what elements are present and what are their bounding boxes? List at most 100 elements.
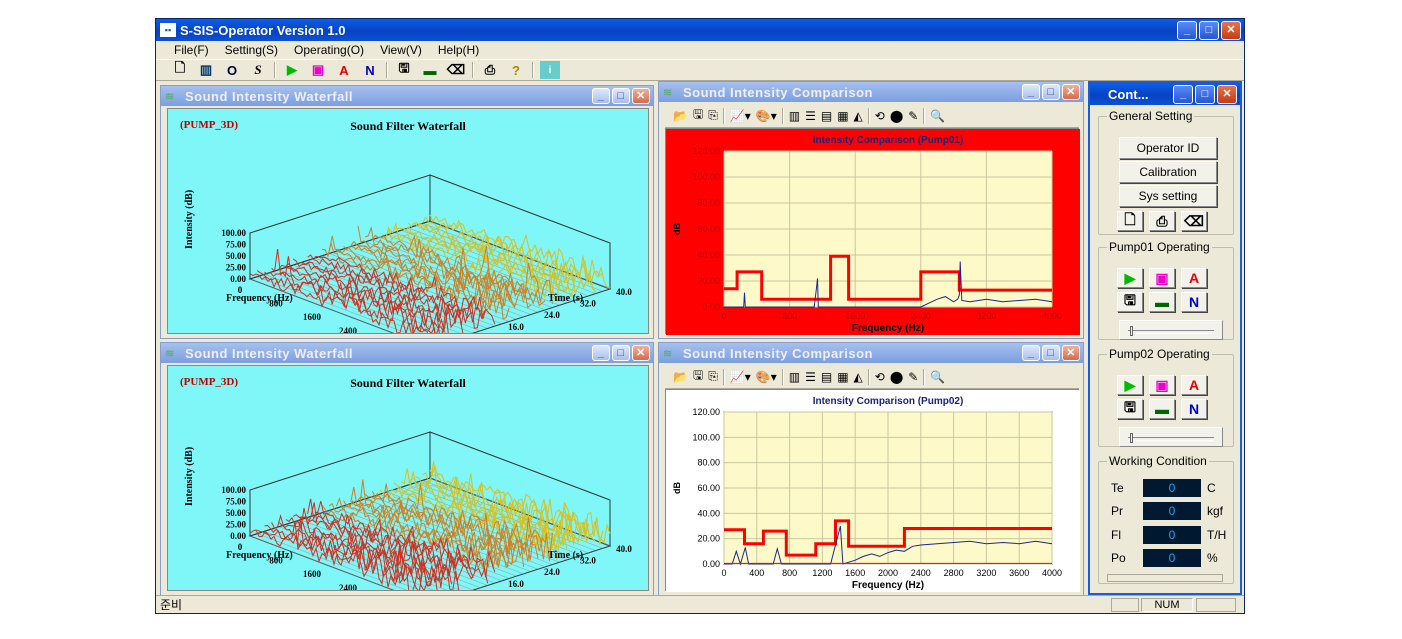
data-grid-icon[interactable]: ▦ <box>837 369 849 384</box>
pump02-slider[interactable] <box>1119 427 1223 447</box>
minimize-button[interactable]: _ <box>1177 20 1197 40</box>
menu-setting[interactable]: Setting(S) <box>224 43 279 57</box>
waterfall-title-bar[interactable]: ≋ Sound Intensity Waterfall _ □ ✕ <box>161 86 653 106</box>
menu-help[interactable]: Help(H) <box>437 43 480 57</box>
search-icon[interactable]: 🔍 <box>930 369 946 384</box>
rotate-icon[interactable]: ⟲ <box>874 369 885 384</box>
menu-view[interactable]: View(V) <box>380 43 422 57</box>
legend-icon[interactable]: ▤ <box>820 108 833 123</box>
pump02-n-button[interactable]: N <box>1181 399 1207 419</box>
menu-file[interactable]: File(F) <box>174 43 209 57</box>
open-icon[interactable]: 📂 <box>673 369 688 384</box>
open-icon[interactable]: 📂 <box>673 108 688 123</box>
sys-setting-button[interactable]: Sys setting <box>1119 185 1217 207</box>
maximize-button[interactable]: □ <box>612 88 630 104</box>
close-button[interactable]: ✕ <box>632 345 650 361</box>
slider-thumb[interactable] <box>1130 326 1133 336</box>
close-button[interactable]: ✕ <box>1062 345 1080 361</box>
analyze-a-button[interactable]: A <box>339 62 349 78</box>
pump02-save-icon[interactable]: 🖫 <box>1117 399 1143 419</box>
minimize-button[interactable]: _ <box>592 345 610 361</box>
minimize-button[interactable]: _ <box>1022 345 1040 361</box>
maximize-button[interactable]: □ <box>1042 345 1060 361</box>
print-icon[interactable]: ⎙ <box>1149 211 1175 231</box>
gallery-icon[interactable]: 📈▾ <box>729 369 751 384</box>
minimize-button[interactable]: _ <box>1173 84 1193 104</box>
data-grid-icon[interactable]: ▦ <box>837 108 849 123</box>
comparison-title-bar[interactable]: ≋ Sound Intensity Comparison _ □ ✕ <box>659 343 1083 363</box>
rotate-icon[interactable]: ⟲ <box>874 108 885 123</box>
copy-icon[interactable]: ⎘ <box>708 108 718 122</box>
po-value: 0 <box>1143 549 1201 567</box>
pump01-a-button[interactable]: A <box>1181 268 1207 288</box>
waterfall-baseline <box>343 505 524 575</box>
close-button[interactable]: ✕ <box>1217 84 1237 104</box>
pump01-slider[interactable] <box>1119 320 1223 340</box>
minimize-button[interactable]: _ <box>1022 84 1040 100</box>
setting-s-button[interactable]: S <box>254 62 262 77</box>
pump01-stop-icon[interactable]: ▣ <box>1149 268 1175 288</box>
legend-icon[interactable]: ▤ <box>820 369 833 384</box>
comparison-title-bar[interactable]: ≋ Sound Intensity Comparison _ □ ✕ <box>659 82 1083 102</box>
eraser-icon[interactable]: ⌫ <box>1181 211 1207 231</box>
te-label: Te <box>1111 481 1124 495</box>
print-icon[interactable]: ⎙ <box>484 62 496 77</box>
pump01-save-icon[interactable]: 🖫 <box>1117 292 1143 312</box>
new-file-icon[interactable]: 🗋 <box>174 60 186 75</box>
pump02-record-icon[interactable]: ▬ <box>1149 399 1175 419</box>
search-icon[interactable]: 🔍 <box>930 108 946 123</box>
normal-n-button[interactable]: N <box>365 62 375 78</box>
record-icon[interactable]: ▬ <box>423 62 437 78</box>
properties-icon[interactable]: ✎ <box>908 369 919 384</box>
pump01-n-button[interactable]: N <box>1181 292 1207 312</box>
close-button[interactable]: ✕ <box>1221 20 1241 40</box>
close-button[interactable]: ✕ <box>632 88 650 104</box>
vertical-grid-icon[interactable]: ▥ <box>788 369 801 384</box>
save-icon[interactable]: 🖫 <box>692 107 704 121</box>
horizontal-grid-icon[interactable]: ☰ <box>805 369 816 384</box>
save-icon[interactable]: 🖫 <box>692 368 704 382</box>
zoom-icon[interactable]: ⬤ <box>889 108 904 123</box>
vertical-grid-icon[interactable]: ▥ <box>788 108 801 123</box>
3d-icon[interactable]: ◭ <box>853 108 863 123</box>
maximize-button[interactable]: □ <box>1199 20 1219 40</box>
slider-thumb[interactable] <box>1130 433 1133 443</box>
eraser-icon[interactable]: ⌫ <box>446 62 466 77</box>
maximize-button[interactable]: □ <box>1042 84 1060 100</box>
save-icon[interactable]: 🖫 <box>398 60 410 75</box>
close-button[interactable]: ✕ <box>1062 84 1080 100</box>
main-title-bar[interactable]: ▪▪ S-SIS-Operator Version 1.0 _ □ ✕ <box>156 19 1244 41</box>
x-tick-label: 0 <box>721 311 726 321</box>
menu-operating[interactable]: Operating(O) <box>294 43 365 57</box>
waterfall-trace <box>350 479 532 564</box>
calibration-button[interactable]: Calibration <box>1119 161 1217 183</box>
help-icon[interactable]: ? <box>512 62 520 78</box>
pump01-play-icon[interactable]: ▶ <box>1117 268 1143 288</box>
copy-icon[interactable]: ⎘ <box>708 369 718 383</box>
minimize-button[interactable]: _ <box>592 88 610 104</box>
open-database-icon[interactable]: ▥ <box>199 62 213 77</box>
pump02-a-button[interactable]: A <box>1181 375 1207 395</box>
play-icon[interactable]: ▶ <box>287 62 297 77</box>
color-icon[interactable]: 🎨▾ <box>755 369 777 384</box>
horizontal-grid-icon[interactable]: ☰ <box>805 108 816 123</box>
pump02-stop-icon[interactable]: ▣ <box>1149 375 1175 395</box>
maximize-button[interactable]: □ <box>1195 84 1215 104</box>
stop-icon[interactable]: ▣ <box>311 62 325 77</box>
operator-id-button[interactable]: Operator ID <box>1119 137 1217 159</box>
control-title-bar[interactable]: Cont... _ □ ✕ <box>1090 83 1240 105</box>
3d-icon[interactable]: ◭ <box>853 369 863 384</box>
color-icon[interactable]: 🎨▾ <box>755 108 777 123</box>
info-icon[interactable]: i <box>540 61 560 79</box>
new-file-icon[interactable]: 🗋 <box>1117 211 1143 231</box>
maximize-button[interactable]: □ <box>612 345 630 361</box>
pump02-play-icon[interactable]: ▶ <box>1117 375 1143 395</box>
gallery-icon[interactable]: 📈▾ <box>729 108 751 123</box>
pump01-record-icon[interactable]: ▬ <box>1149 292 1175 312</box>
y-axis-label: dB <box>672 482 682 494</box>
zoom-icon[interactable]: ⬤ <box>889 369 904 384</box>
waterfall-title-bar[interactable]: ≋ Sound Intensity Waterfall _ □ ✕ <box>161 343 653 363</box>
operator-o-button[interactable]: O <box>226 62 238 78</box>
x-tick-label: 2000 <box>878 568 898 578</box>
properties-icon[interactable]: ✎ <box>908 108 919 123</box>
